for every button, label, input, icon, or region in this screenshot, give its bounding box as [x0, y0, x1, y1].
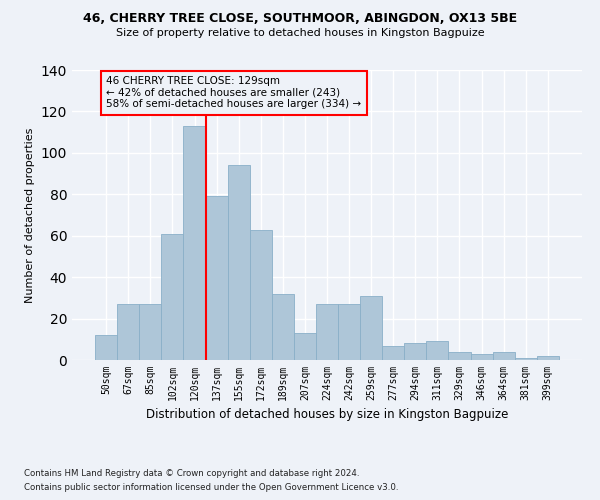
Bar: [537, 356, 559, 360]
Bar: [95, 335, 117, 360]
Bar: [250, 230, 272, 360]
Text: Contains HM Land Registry data © Crown copyright and database right 2024.: Contains HM Land Registry data © Crown c…: [24, 468, 359, 477]
Bar: [493, 352, 515, 360]
Bar: [448, 352, 470, 360]
Text: Size of property relative to detached houses in Kingston Bagpuize: Size of property relative to detached ho…: [116, 28, 484, 38]
Text: 46, CHERRY TREE CLOSE, SOUTHMOOR, ABINGDON, OX13 5BE: 46, CHERRY TREE CLOSE, SOUTHMOOR, ABINGD…: [83, 12, 517, 26]
Y-axis label: Number of detached properties: Number of detached properties: [25, 128, 35, 302]
Bar: [404, 344, 427, 360]
Bar: [360, 296, 382, 360]
Bar: [117, 304, 139, 360]
Bar: [139, 304, 161, 360]
Bar: [227, 166, 250, 360]
Bar: [272, 294, 294, 360]
Bar: [184, 126, 206, 360]
Bar: [427, 342, 448, 360]
Text: 46 CHERRY TREE CLOSE: 129sqm
← 42% of detached houses are smaller (243)
58% of s: 46 CHERRY TREE CLOSE: 129sqm ← 42% of de…: [106, 76, 361, 110]
Bar: [316, 304, 338, 360]
Bar: [161, 234, 184, 360]
Bar: [338, 304, 360, 360]
Bar: [294, 333, 316, 360]
Bar: [382, 346, 404, 360]
X-axis label: Distribution of detached houses by size in Kingston Bagpuize: Distribution of detached houses by size …: [146, 408, 508, 422]
Text: Contains public sector information licensed under the Open Government Licence v3: Contains public sector information licen…: [24, 484, 398, 492]
Bar: [206, 196, 227, 360]
Bar: [515, 358, 537, 360]
Bar: [470, 354, 493, 360]
